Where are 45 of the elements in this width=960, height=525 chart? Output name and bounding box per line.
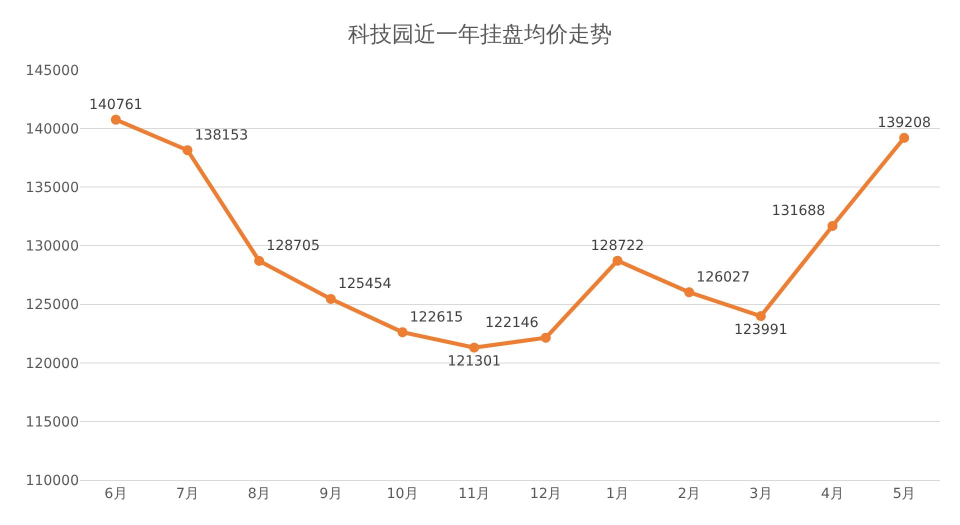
point — [326, 294, 336, 304]
x-tick-label: 2月 — [678, 486, 701, 502]
data-label: 123991 — [734, 322, 788, 338]
y-tick-label: 130000 — [26, 238, 79, 255]
x-tick-label: 7月 — [176, 486, 199, 502]
point — [828, 220, 838, 231]
data-label: 128722 — [590, 238, 644, 254]
x-tick-label: 3月 — [749, 486, 772, 502]
chart-title: 科技园近一年挂盘均价走势 — [348, 22, 612, 48]
x-tick-label: 12月 — [530, 486, 562, 502]
x-tick-label: 5月 — [892, 486, 916, 502]
y-tick-label: 110000 — [26, 472, 79, 489]
data-label: 126027 — [696, 270, 750, 286]
point — [469, 342, 480, 353]
x-tick-label: 8月 — [248, 486, 271, 502]
data-label: 131688 — [772, 203, 826, 220]
x-tick-label: 4月 — [821, 486, 844, 502]
y-tick-label: 115000 — [26, 414, 79, 430]
point — [899, 132, 910, 143]
x-tick-label: 6月 — [104, 486, 128, 502]
data-label: 122146 — [485, 314, 539, 331]
x-tick-label: 1月 — [606, 486, 629, 502]
point — [612, 256, 622, 266]
data-label: 125454 — [338, 276, 392, 292]
data-label: 122615 — [410, 309, 464, 326]
y-tick-label: 135000 — [26, 180, 79, 196]
point — [110, 114, 121, 125]
point — [254, 256, 264, 266]
point — [182, 145, 192, 156]
x-tick-label: 10月 — [386, 486, 418, 502]
y-tick-label: 145000 — [26, 62, 79, 79]
y-tick-label: 125000 — [26, 297, 79, 314]
data-label: 121301 — [447, 353, 501, 370]
point — [756, 311, 766, 322]
data-label: 139208 — [877, 115, 931, 132]
point — [684, 287, 694, 298]
data-label: 138153 — [194, 127, 248, 144]
point — [398, 327, 408, 338]
data-label: 140761 — [89, 96, 143, 113]
point — [540, 332, 551, 343]
x-tick-label: 11月 — [458, 486, 490, 502]
data-label: 128705 — [266, 238, 320, 254]
y-tick-label: 120000 — [26, 356, 79, 372]
y-tick-label: 140000 — [26, 121, 79, 138]
x-tick-label: 9月 — [319, 486, 342, 502]
